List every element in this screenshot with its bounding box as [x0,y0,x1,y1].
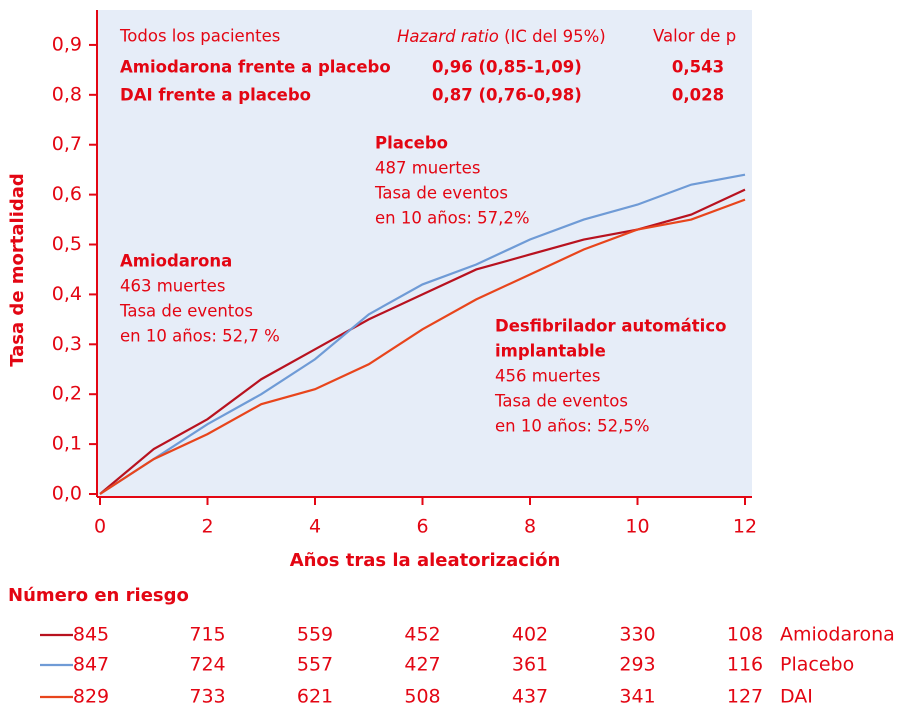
y-tick-label: 0,9 [52,33,82,55]
legend-label: Amiodarona [780,624,895,646]
hr-cell: 0,028 [672,86,724,105]
legend-label: DAI [780,686,813,708]
curve-annotation: Tasa de eventos [494,392,628,411]
curve-annotation: 456 muertes [495,367,600,386]
at-risk-count: 402 [512,624,548,646]
at-risk-count: 847 [73,654,109,676]
curve-annotation: Tasa de eventos [374,184,508,203]
survival-curve [99,173,746,495]
y-tick-label: 0,1 [52,433,82,455]
curve-annotation: Desfibrilador automático [495,317,726,336]
curve-annotation: Tasa de eventos [119,302,253,321]
at-risk-count: 845 [73,624,109,646]
y-tick-label: 0,4 [52,283,82,305]
at-risk-count: 330 [619,624,655,646]
x-tick-label: 2 [201,516,213,538]
hr-header-ci: (IC del 95%) [499,27,606,46]
at-risk-count: 293 [619,654,655,676]
x-tick-label: 4 [309,516,321,538]
at-risk-count: 508 [404,686,440,708]
y-tick-label: 0,5 [52,233,82,255]
at-risk-count: 437 [512,686,548,708]
curve-annotation: en 10 años: 52,7 % [120,327,280,346]
x-axis-label: Años tras la aleatorización [290,550,561,571]
at-risk-count: 452 [404,624,440,646]
at-risk-count: 724 [189,654,225,676]
y-tick-label: 0,2 [52,383,82,405]
curve-annotation: implantable [495,342,606,361]
hr-header-italic: Hazard ratio [397,27,499,46]
at-risk-count: 427 [404,654,440,676]
at-risk-count: 715 [189,624,225,646]
at-risk-count: 557 [297,654,333,676]
y-tick-label: 0,3 [52,333,82,355]
legend-label: Placebo [780,654,854,676]
y-axis-label: Tasa de mortalidad [7,173,28,367]
y-tick-label: 0,7 [52,133,82,155]
curve-annotation: 487 muertes [375,159,480,178]
hr-cell: DAI frente a placebo [120,86,311,105]
x-tick-label: 12 [733,516,757,538]
at-risk-count: 559 [297,624,333,646]
at-risk-count: 127 [727,686,763,708]
survival-curve [99,198,746,495]
at-risk-count: 829 [73,686,109,708]
hr-cell: 0,96 (0,85-1,09) [432,58,582,77]
at-risk-count: 108 [727,624,763,646]
hr-header: Hazard ratio (IC del 95%) [397,27,606,46]
at-risk-count: 361 [512,654,548,676]
curve-annotation: Amiodarona [120,252,232,271]
x-tick-label: 10 [625,516,649,538]
curve-annotation: Placebo [375,134,448,153]
curve-annotation: 463 muertes [120,277,225,296]
curve-annotation: en 10 años: 57,2% [375,209,530,228]
y-tick-label: 0,6 [52,183,82,205]
x-tick-label: 8 [524,516,536,538]
at-risk-count: 116 [727,654,763,676]
x-tick-label: 0 [94,516,106,538]
at-risk-count: 341 [619,686,655,708]
hr-header: Valor de p [653,27,736,46]
at-risk-count: 733 [189,686,225,708]
hr-header: Todos los pacientes [119,27,280,46]
hr-cell: Amiodarona frente a placebo [120,58,391,77]
at-risk-title: Número en riesgo [8,585,189,606]
y-tick-label: 0,0 [52,483,82,505]
y-tick-label: 0,8 [52,83,82,105]
hr-cell: 0,543 [672,58,724,77]
x-tick-label: 6 [416,516,428,538]
plot-background [97,10,752,497]
hr-cell: 0,87 (0,76-0,98) [432,86,582,105]
at-risk-count: 621 [297,686,333,708]
curve-annotation: en 10 años: 52,5% [495,417,650,436]
